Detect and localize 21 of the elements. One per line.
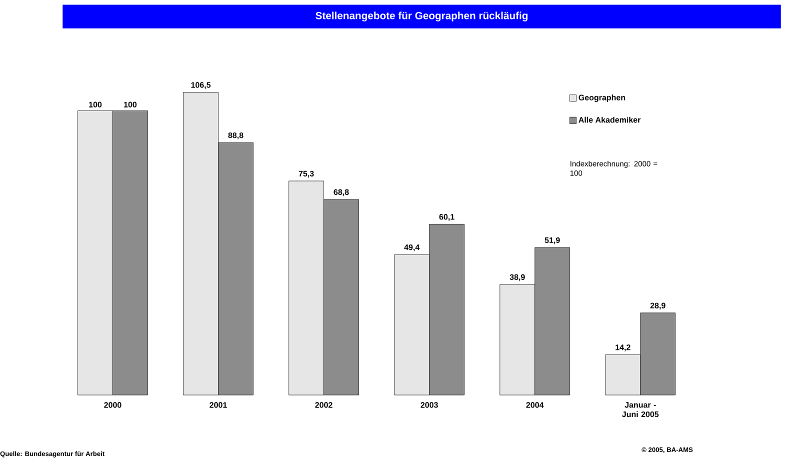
chart-title: Stellenangebote für Geographen rückläufig — [316, 12, 528, 22]
data-label: 60,1 — [439, 214, 454, 221]
data-label: 38,9 — [510, 274, 525, 281]
data-label: 49,4 — [404, 244, 420, 252]
legend-label: Geographen — [578, 94, 626, 102]
x-tick-label: 2003 — [420, 402, 438, 408]
data-label: 28,9 — [650, 302, 666, 310]
x-tick-label: 2002 — [315, 402, 332, 408]
data-label: 88,8 — [228, 132, 244, 140]
data-label: 100 — [124, 102, 137, 108]
data-label: 51,9 — [544, 237, 560, 244]
x-tick-label: 2000 — [104, 402, 122, 408]
data-label: 75,3 — [298, 170, 314, 178]
data-label: 100 — [89, 102, 102, 108]
x-tick-label: Januar - Juni 2005 — [622, 402, 659, 417]
data-label: 14,2 — [616, 344, 630, 352]
data-label: 106,5 — [191, 82, 211, 89]
x-tick-label: 2004 — [526, 402, 544, 408]
x-tick-label: 2001 — [210, 402, 227, 408]
legend-label: Alle Akademiker — [578, 116, 641, 123]
data-label: 68,8 — [334, 189, 349, 196]
